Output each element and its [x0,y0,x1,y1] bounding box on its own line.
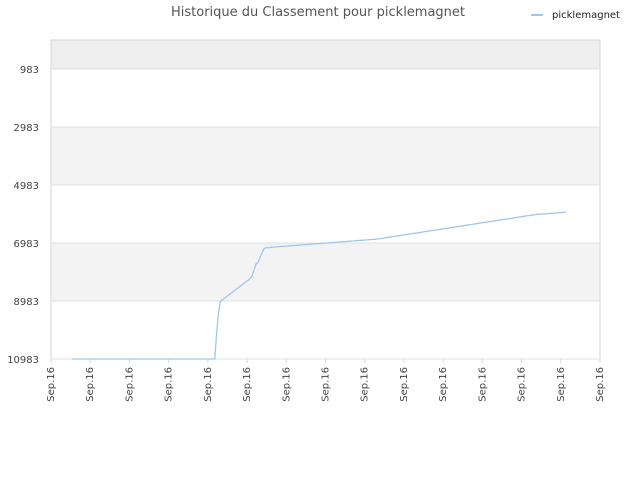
legend: picklemagnet [531,10,620,21]
x-tick-label: Sep.16 [124,367,135,402]
x-tick-label: Sep.16 [46,367,57,402]
x-axis-ticks: Sep.16 Sep.16 Sep.16 Sep.16 Sep.16 Sep.16 Sep.… [46,359,606,402]
x-tick-label: Sep.16 [203,367,214,402]
plot-band [51,243,600,301]
x-tick-label: Sep.16 [595,367,606,402]
x-tick-label: Sep.16 [360,367,371,402]
y-tick-label: 983 [20,65,39,76]
x-tick-label: Sep.16 [281,367,292,402]
y-tick-label: 10983 [7,355,39,366]
x-tick-label: Sep.16 [477,367,488,402]
x-tick-label: Sep.16 [85,367,96,402]
plot-band [51,185,600,243]
legend-label: picklemagnet [552,10,620,21]
x-tick-label: Sep.16 [164,367,175,402]
x-tick-label: Sep.16 [399,367,410,402]
plot-background [50,39,601,360]
x-tick-label: Sep.16 [321,367,332,402]
x-tick-label: Sep.16 [517,367,528,402]
series-layer [72,211,567,360]
y-tick-label: 2983 [14,123,39,134]
x-tick-label: Sep.16 [242,367,253,402]
x-tick-label: Sep.16 [556,367,567,402]
y-tick-label: 8983 [14,297,39,308]
x-tick-label: Sep.16 [438,367,449,402]
plot-band [51,69,600,127]
y-tick-label: 6983 [14,239,39,250]
series-line-picklemagnet [72,211,567,360]
plot-band [51,301,600,359]
y-tick-label: 4983 [14,181,39,192]
plot-band [51,40,600,69]
y-axis-ticks: 983 2983 4983 6983 8983 10983 [7,65,39,366]
chart-title: Historique du Classement pour picklemagn… [171,5,465,20]
grid-lines [51,68,600,360]
plot-band [51,127,600,185]
